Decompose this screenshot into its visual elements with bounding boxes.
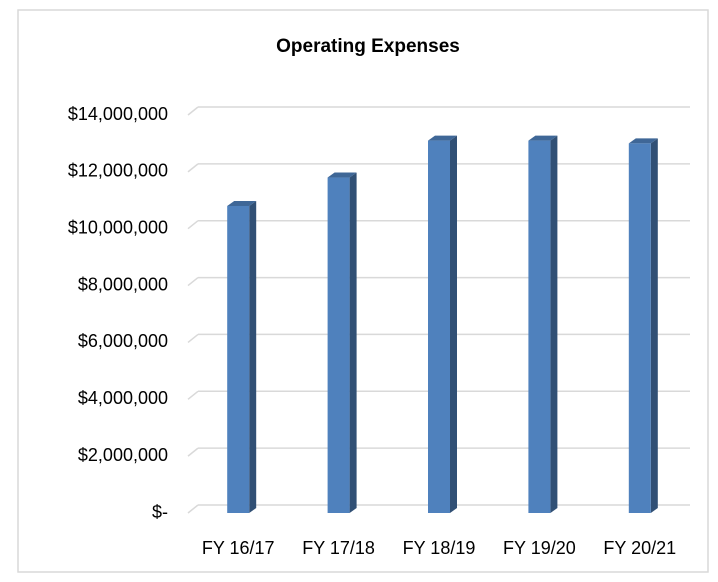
y-tick-label: $- — [152, 502, 168, 522]
grid-line-depth — [187, 333, 199, 344]
grid-line-depth — [187, 276, 199, 287]
chart-title: Operating Expenses — [276, 36, 460, 57]
grid-line-depth — [187, 220, 199, 230]
bar-side — [450, 135, 457, 514]
x-tick-label: FY 20/21 — [603, 538, 676, 558]
bar-top — [428, 135, 457, 141]
bar — [528, 140, 551, 514]
y-tick-label: $4,000,000 — [78, 388, 168, 408]
bar — [628, 143, 651, 513]
x-tick-label: FY 16/17 — [202, 538, 275, 558]
bar-top — [528, 135, 558, 141]
bar-top — [327, 172, 357, 178]
chart-border — [17, 9, 709, 573]
bar-side — [550, 135, 558, 514]
bar — [327, 177, 350, 514]
y-tick-label: $10,000,000 — [68, 217, 168, 237]
grid-line-depth — [187, 163, 199, 173]
bar — [227, 205, 250, 513]
bar-side — [349, 172, 357, 514]
y-tick-label: $6,000,000 — [78, 331, 168, 351]
grid-line-depth — [187, 106, 199, 116]
grid-line-depth — [187, 504, 199, 514]
y-tick-label: $12,000,000 — [68, 161, 168, 181]
x-tick-label: FY 17/18 — [302, 538, 375, 558]
bar — [428, 140, 450, 514]
y-tick-label: $14,000,000 — [68, 104, 168, 124]
grid-line-depth — [187, 390, 199, 400]
x-tick-label: FY 18/19 — [403, 538, 476, 558]
y-tick-label: $2,000,000 — [78, 445, 168, 465]
bar-side — [249, 200, 257, 513]
bar-top — [227, 200, 257, 206]
y-tick-label: $8,000,000 — [78, 274, 168, 294]
bar-side — [650, 138, 658, 513]
grid-line-depth — [187, 447, 199, 457]
x-tick-label: FY 19/20 — [503, 538, 576, 558]
bar-top — [628, 138, 658, 144]
